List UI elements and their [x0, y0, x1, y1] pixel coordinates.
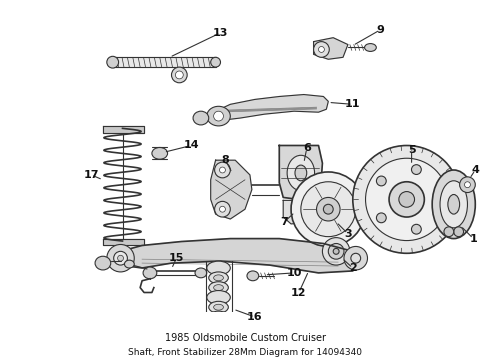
Text: Shaft, Front Stabilizer 28Mm Diagram for 14094340: Shaft, Front Stabilizer 28Mm Diagram for… [128, 348, 362, 357]
Text: 7: 7 [280, 217, 288, 227]
Polygon shape [283, 201, 318, 224]
Ellipse shape [220, 167, 225, 173]
Ellipse shape [376, 176, 386, 186]
Text: 12: 12 [291, 288, 307, 297]
Ellipse shape [333, 248, 339, 254]
Ellipse shape [211, 57, 220, 67]
Ellipse shape [389, 182, 424, 217]
Ellipse shape [314, 42, 329, 57]
Text: 14: 14 [183, 140, 199, 150]
Text: 8: 8 [221, 155, 229, 165]
Ellipse shape [107, 56, 119, 68]
Ellipse shape [195, 268, 207, 278]
Text: 15: 15 [169, 253, 184, 263]
Ellipse shape [118, 255, 123, 261]
Ellipse shape [175, 71, 183, 79]
Text: 5: 5 [408, 145, 416, 156]
Ellipse shape [209, 272, 228, 284]
Ellipse shape [432, 170, 475, 239]
Ellipse shape [465, 182, 470, 188]
Ellipse shape [247, 271, 259, 281]
Ellipse shape [448, 194, 460, 214]
Text: 9: 9 [376, 25, 384, 35]
Text: 10: 10 [286, 268, 302, 278]
Ellipse shape [214, 304, 223, 310]
Polygon shape [211, 160, 252, 219]
Ellipse shape [124, 260, 134, 268]
Ellipse shape [215, 201, 230, 217]
Ellipse shape [296, 204, 316, 220]
Ellipse shape [220, 206, 225, 212]
Text: 2: 2 [349, 263, 357, 273]
Ellipse shape [207, 106, 230, 126]
Polygon shape [279, 145, 322, 201]
Polygon shape [314, 38, 348, 59]
Ellipse shape [209, 311, 228, 323]
Polygon shape [103, 126, 144, 133]
Ellipse shape [95, 256, 111, 270]
Ellipse shape [366, 158, 448, 240]
Ellipse shape [207, 291, 230, 304]
Ellipse shape [365, 44, 376, 51]
Ellipse shape [114, 251, 127, 265]
Ellipse shape [412, 165, 421, 175]
Text: 1985 Oldsmobile Custom Cruiser: 1985 Oldsmobile Custom Cruiser [165, 333, 325, 343]
Text: 17: 17 [83, 170, 99, 180]
Text: 16: 16 [247, 312, 263, 322]
Polygon shape [216, 95, 328, 121]
Ellipse shape [433, 194, 443, 204]
Ellipse shape [328, 243, 344, 259]
Ellipse shape [291, 172, 366, 247]
Ellipse shape [323, 204, 333, 214]
Ellipse shape [301, 182, 356, 237]
Ellipse shape [214, 275, 223, 281]
Text: 6: 6 [303, 143, 311, 153]
Ellipse shape [207, 320, 230, 334]
Ellipse shape [209, 301, 228, 313]
Ellipse shape [318, 46, 324, 53]
Ellipse shape [344, 247, 368, 270]
Ellipse shape [193, 111, 209, 125]
Ellipse shape [444, 227, 454, 237]
Ellipse shape [322, 238, 350, 265]
Ellipse shape [172, 67, 187, 83]
Ellipse shape [295, 165, 307, 181]
Ellipse shape [460, 177, 475, 193]
Polygon shape [121, 239, 358, 273]
Text: 4: 4 [471, 165, 479, 175]
Polygon shape [113, 57, 216, 67]
Ellipse shape [215, 162, 230, 178]
Ellipse shape [412, 224, 421, 234]
Ellipse shape [376, 213, 386, 223]
Ellipse shape [440, 181, 467, 228]
Ellipse shape [207, 261, 230, 275]
Ellipse shape [214, 314, 223, 320]
Text: 1: 1 [469, 234, 477, 244]
Ellipse shape [107, 244, 134, 272]
Ellipse shape [214, 111, 223, 121]
Text: 13: 13 [213, 28, 228, 38]
Ellipse shape [454, 227, 464, 237]
Ellipse shape [399, 192, 415, 207]
Ellipse shape [152, 148, 168, 159]
Ellipse shape [317, 197, 340, 221]
Text: 11: 11 [345, 99, 361, 109]
Ellipse shape [214, 285, 223, 291]
Ellipse shape [351, 253, 361, 263]
Ellipse shape [143, 267, 157, 279]
Ellipse shape [353, 145, 461, 253]
Polygon shape [103, 239, 144, 246]
Text: 3: 3 [344, 229, 352, 239]
Ellipse shape [209, 282, 228, 293]
Ellipse shape [287, 155, 315, 190]
